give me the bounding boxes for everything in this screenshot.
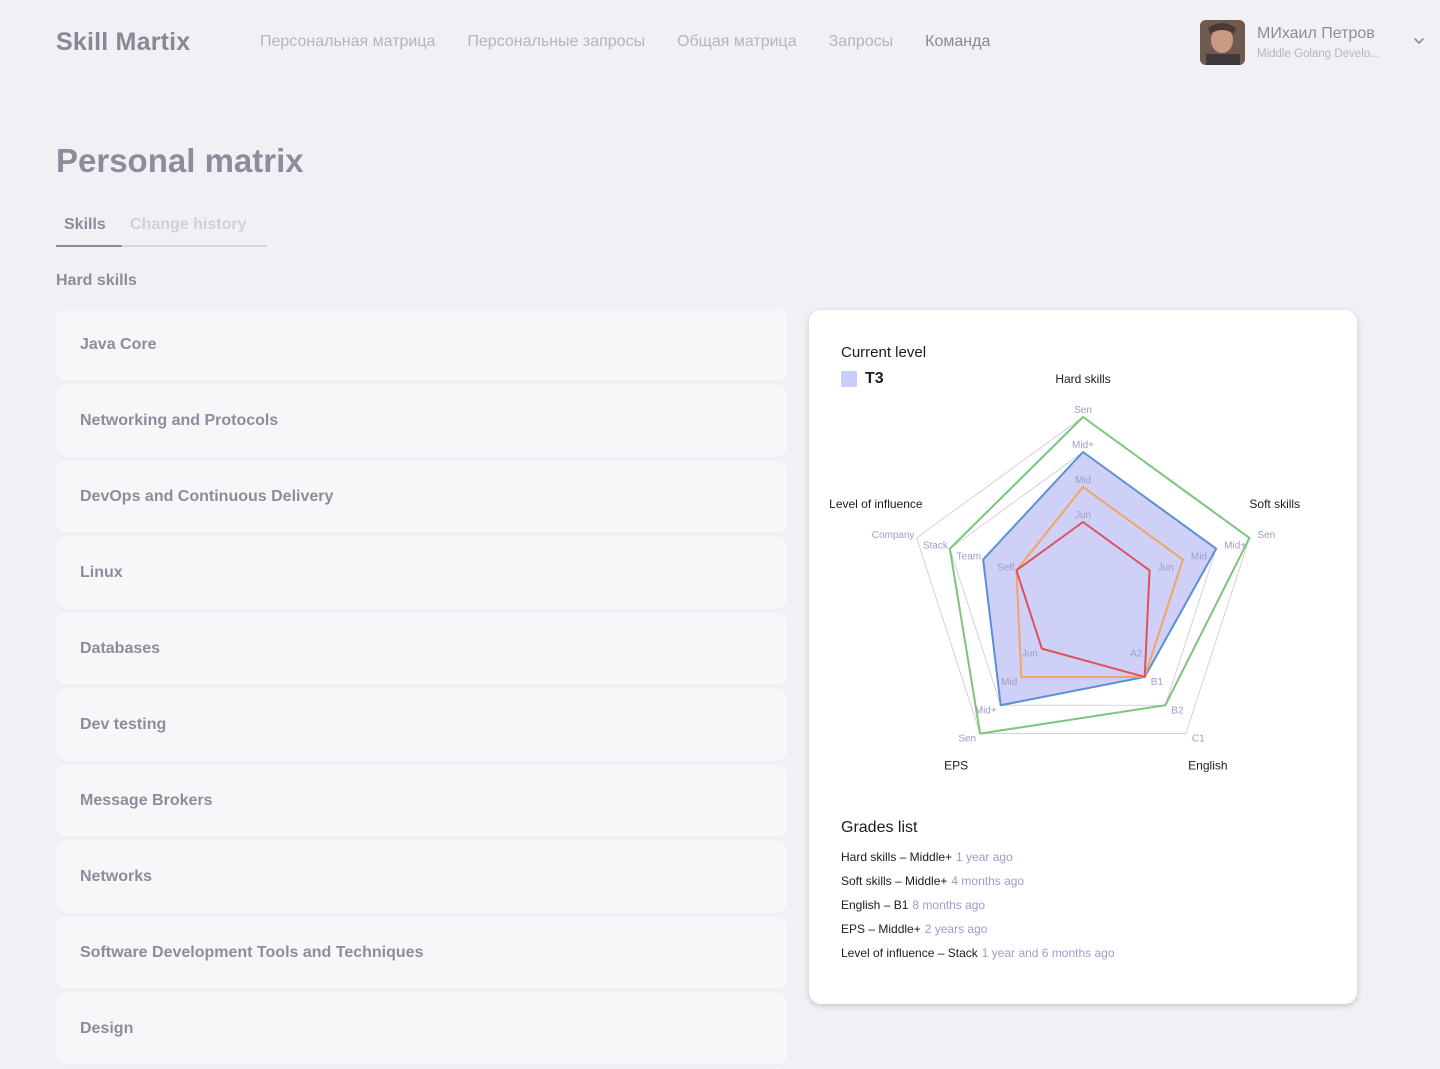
skill-card[interactable]: Databases	[56, 613, 787, 685]
nav-requests[interactable]: Запросы	[828, 33, 894, 50]
tab-change-history[interactable]: Change history	[130, 216, 247, 233]
radar-level-label: Jun	[1158, 562, 1174, 573]
grade-label: Hard skills – Middle+	[841, 850, 953, 864]
skill-card[interactable]: Linux	[56, 537, 787, 609]
radar-level-label: Sen	[958, 734, 976, 745]
grade-label: Level of influence – Stack	[841, 946, 978, 960]
skill-card[interactable]: Message Brokers	[56, 765, 787, 837]
avatar[interactable]	[1200, 20, 1245, 65]
app-logo[interactable]: Skill Martix	[56, 28, 191, 56]
grade-time: 4 months ago	[951, 874, 1025, 888]
user-menu[interactable]: МИхаил Петров Middle Golang Develo...	[1200, 20, 1430, 66]
grade-item: Level of influence – Stack 1 year and 6 m…	[841, 945, 1115, 969]
radar-level-label: Company	[872, 530, 915, 541]
grade-label: EPS – Middle+	[841, 922, 921, 936]
chevron-down-icon[interactable]	[1412, 34, 1426, 48]
grade-label: English – B1	[841, 898, 909, 912]
user-role: Middle Golang Develo...	[1257, 48, 1380, 60]
radar-axis-label: Soft skills	[1249, 497, 1300, 511]
grade-item: English – B1 8 months ago	[841, 897, 1115, 921]
main-nav: Персональная матрица Персональные запрос…	[260, 33, 990, 51]
radar-level-label: Team	[957, 552, 981, 563]
radar-axis-label: Hard skills	[1055, 372, 1110, 386]
skill-card[interactable]: Networking and Protocols	[56, 385, 787, 457]
grades-list: Hard skills – Middle+ 1 year ago Soft ski…	[841, 849, 1115, 969]
radar-level-label: Jun	[1075, 510, 1091, 521]
grade-time: 2 years ago	[924, 922, 988, 936]
radar-axis-label: English	[1188, 759, 1227, 773]
radar-level-label: Self	[997, 562, 1014, 573]
radar-series-current	[982, 451, 1218, 707]
legend-swatch	[841, 371, 857, 387]
radar-level-label: Mid	[1001, 677, 1017, 688]
grade-item: EPS – Middle+ 2 years ago	[841, 921, 1115, 945]
radar-level-label: Mid+	[975, 705, 997, 716]
skill-card[interactable]: Design	[56, 993, 787, 1065]
skill-card[interactable]: Software Development Tools and Technique…	[56, 917, 787, 989]
radar-series-mid	[1015, 486, 1184, 678]
grade-label: Soft skills – Middle+	[841, 874, 948, 888]
avatar-image	[1200, 20, 1245, 65]
radar-level-label: A2	[1130, 649, 1143, 660]
skill-card[interactable]: DevOps and Continuous Delivery	[56, 461, 787, 533]
radar-level-label: Jun	[1022, 649, 1038, 660]
active-tab-indicator	[56, 245, 122, 247]
grade-item: Hard skills – Middle+ 1 year ago	[841, 849, 1115, 873]
radar-level-label: C1	[1192, 734, 1205, 745]
radar-level-label: Sen	[1074, 405, 1092, 416]
page-title: Personal matrix	[56, 142, 304, 179]
skill-card[interactable]: Networks	[56, 841, 787, 913]
tab-skills[interactable]: Skills	[64, 216, 106, 233]
tab-bar: Skills Change history	[56, 212, 267, 247]
nav-personal-requests[interactable]: Персональные запросы	[467, 33, 646, 50]
radar-level-label: Stack	[923, 541, 949, 552]
radar-axis-label: Level of influence	[829, 497, 923, 511]
grade-time: 1 year and 6 months ago	[981, 946, 1115, 960]
radar-level-label: B1	[1151, 677, 1164, 688]
radar-axis-label: EPS	[944, 759, 968, 773]
radar-level-label: Mid+	[1072, 440, 1094, 451]
radar-level-label: Mid	[1191, 552, 1207, 563]
chart-title: Current level	[841, 344, 927, 361]
grade-time: 1 year ago	[956, 850, 1013, 864]
user-name: МИхаил Петров	[1257, 25, 1375, 42]
nav-team[interactable]: Команда	[925, 33, 991, 50]
nav-personal-matrix[interactable]: Персональная матрица	[260, 33, 436, 50]
radar-series-max	[948, 416, 1251, 735]
radar-level-label: Mid	[1075, 475, 1091, 486]
current-level-card: Current level Т3 Jun Mid Mid+ Sen Jun Mid Mid+…	[809, 310, 1357, 1004]
radar-level-label: B2	[1171, 705, 1184, 716]
grade-time: 8 months ago	[912, 898, 986, 912]
radar-level-label: Sen	[1257, 530, 1275, 541]
section-title: Hard skills	[56, 272, 137, 289]
skill-card[interactable]: Dev testing	[56, 689, 787, 761]
grade-item: Soft skills – Middle+ 4 months ago	[841, 873, 1115, 897]
radar-level-label: Mid+	[1224, 541, 1246, 552]
chart-legend: Т3	[841, 370, 884, 388]
skills-list: Java Core Networking and Protocols DevOp…	[56, 309, 787, 1069]
radar-series-min	[1015, 521, 1151, 678]
radar-chart: Jun Mid Mid+ Sen Jun Mid Mid+ Sen A2 B1 B2 C1 Jun Mid…	[829, 372, 1300, 773]
legend-label: Т3	[865, 370, 884, 387]
nav-common-matrix[interactable]: Общая матрица	[677, 33, 797, 50]
skill-card[interactable]: Java Core	[56, 309, 787, 381]
grades-title: Grades list	[841, 819, 918, 836]
top-header: Skill Martix Персональная матрица Персон…	[0, 0, 1440, 88]
